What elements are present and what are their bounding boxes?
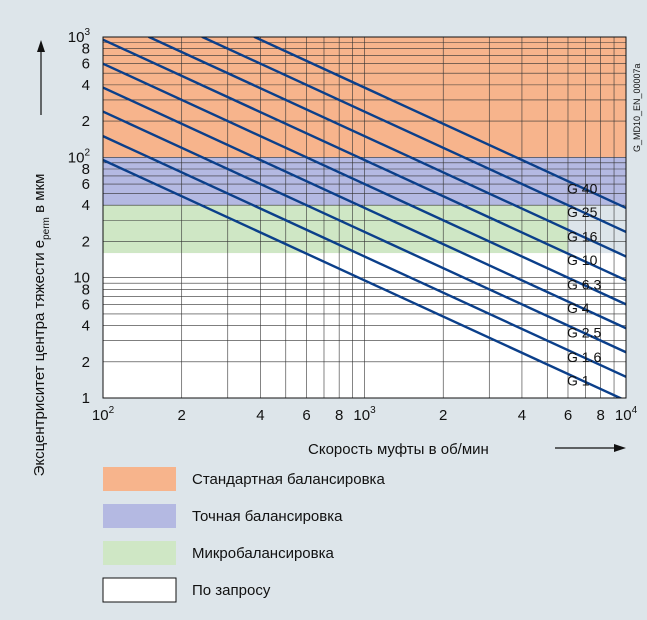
y-tick-label: 6 bbox=[82, 56, 90, 73]
y-tick-label: 8 bbox=[82, 281, 90, 298]
x-axis-title: Скорость муфты в об/мин bbox=[308, 441, 489, 458]
x-tick-label: 6 bbox=[302, 407, 310, 424]
series-line-g25 bbox=[201, 37, 626, 234]
grade-label-g16: G 16 bbox=[567, 228, 598, 244]
y-tick-label: 10 bbox=[73, 270, 90, 287]
legend-label-1: Точная балансировка bbox=[192, 508, 343, 525]
y-axis-label-main: Эксцентриситет центра тяжести e bbox=[31, 240, 48, 477]
x-tick-label: 4 bbox=[256, 407, 264, 424]
y-tick-label: 6 bbox=[82, 296, 90, 313]
y-tick-label: 6 bbox=[82, 176, 90, 193]
legend-swatch-2 bbox=[103, 541, 176, 565]
y-tick-label: 2 bbox=[82, 354, 90, 371]
x-tick-label: 8 bbox=[335, 407, 343, 424]
y-tick-label: 8 bbox=[82, 41, 90, 58]
svg-text:Эксцентриситет центра тяжести: Эксцентриситет центра тяжести eperm в мк… bbox=[31, 174, 52, 477]
series-line-g10 bbox=[103, 38, 626, 282]
x-tick-label: 2 bbox=[178, 407, 186, 424]
series-line-g40 bbox=[253, 37, 626, 210]
x-tick-label: 2 bbox=[439, 407, 447, 424]
y-tick-label: 102 bbox=[68, 147, 91, 166]
grid-lines bbox=[103, 37, 626, 398]
y-axis-label-sub: perm bbox=[41, 217, 52, 240]
y-tick-label: 8 bbox=[82, 161, 90, 178]
series-line-g16 bbox=[147, 37, 626, 258]
g-grade-lines bbox=[103, 37, 626, 398]
grade-label-g1: G 1 bbox=[567, 372, 590, 388]
grade-label-g25: G 25 bbox=[567, 204, 598, 220]
grade-label-g10: G 10 bbox=[567, 252, 598, 268]
grade-label-g2-5: G 2.5 bbox=[567, 325, 601, 341]
y-tick-label: 4 bbox=[82, 318, 90, 335]
legend: Стандартная балансировка Точная балансиро… bbox=[102, 467, 385, 603]
x-tick-label: 6 bbox=[564, 407, 572, 424]
grade-label-g6-3: G 6.3 bbox=[567, 276, 601, 292]
x-tick-labels: 102 2 4 6 8 103 2 4 6 8 104 bbox=[92, 405, 638, 424]
series-line-g1 bbox=[103, 158, 624, 398]
y-tick-label: 4 bbox=[82, 77, 90, 94]
y-tick-label: 4 bbox=[82, 197, 90, 214]
g-grade-labels: G 40 G 25 G 16 G 10 G 6.3 G 4 G 2.5 G 1.6 G 1 bbox=[567, 181, 601, 389]
x-tick-label: 103 bbox=[353, 405, 376, 424]
series-line-g2-5 bbox=[103, 110, 626, 354]
legend-label-3: По запросу bbox=[192, 582, 271, 599]
figure-code: G_MD10_EN_00007a bbox=[632, 63, 642, 152]
grade-label-g40: G 40 bbox=[567, 181, 598, 197]
x-tick-label: 8 bbox=[596, 407, 604, 424]
grade-label-g4: G 4 bbox=[567, 300, 590, 316]
y-axis-title: Эксцентриситет центра тяжести eperm в мк… bbox=[31, 174, 52, 477]
legend-label-0: Стандартная балансировка bbox=[192, 471, 385, 488]
y-tick-label: 2 bbox=[82, 113, 90, 130]
legend-swatch-1 bbox=[103, 504, 176, 528]
x-tick-label: 4 bbox=[518, 407, 526, 424]
series-line-g1-6 bbox=[103, 134, 626, 379]
plot-frame bbox=[102, 36, 627, 399]
legend-label-2: Микробалансировка bbox=[192, 545, 335, 562]
legend-swatch-3 bbox=[102, 577, 177, 603]
grade-label-g1-6: G 1.6 bbox=[567, 349, 601, 365]
legend-swatch-0 bbox=[103, 467, 176, 491]
x-tick-label: 104 bbox=[615, 405, 638, 424]
series-line-g4 bbox=[103, 86, 626, 330]
y-tick-label: 2 bbox=[82, 233, 90, 250]
series-line-g6-3 bbox=[103, 62, 626, 306]
y-tick-label: 103 bbox=[68, 27, 91, 46]
x-axis-arrow bbox=[555, 444, 626, 452]
y-tick-label: 1 bbox=[82, 390, 90, 407]
band-2 bbox=[103, 205, 568, 254]
y-axis-label-tail: в мкм bbox=[31, 174, 48, 218]
y-axis-arrow bbox=[37, 40, 45, 115]
x-tick-label: 102 bbox=[92, 405, 115, 424]
